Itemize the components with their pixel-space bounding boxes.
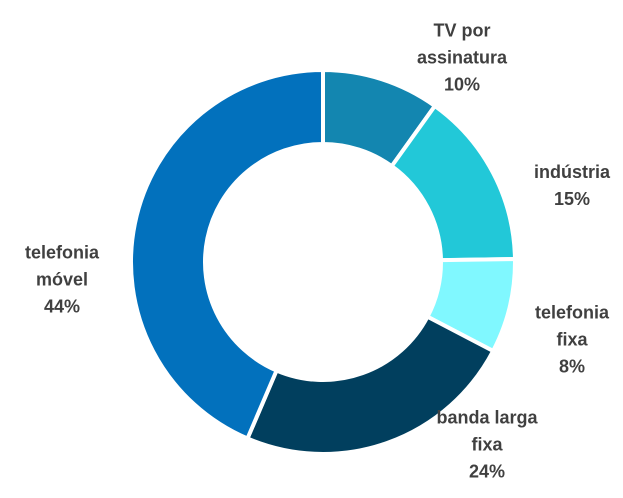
slice-label: TV por assinatura 10% [407,18,517,99]
category-label: TV por assinatura [416,20,508,68]
slice-label: banda larga fixa 24% [431,405,543,486]
slice-label: indústria 15% [517,159,623,213]
category-label: telefonia móvel [24,242,99,290]
value-label: 15% [553,189,591,209]
donut-slice [244,314,496,456]
slice-label: telefonia fixa 8% [522,300,622,381]
category-label: indústria [533,162,610,182]
value-label: 44% [43,296,81,317]
slice-label: telefonia móvel 44% [12,240,112,321]
category-label: telefonia fixa [534,302,609,350]
value-label: 8% [558,356,585,377]
value-label: 10% [443,74,481,95]
value-label: 24% [468,461,506,482]
category-label: banda larga fixa [436,407,538,455]
donut-slice [129,67,325,442]
